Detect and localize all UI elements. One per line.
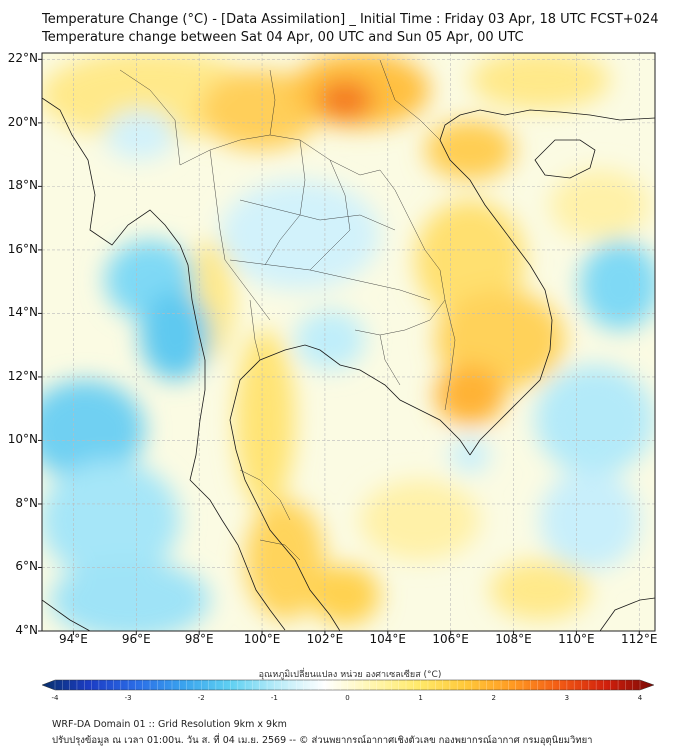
lat-label: 10°N <box>7 432 38 447</box>
lon-label: 110°E <box>558 632 595 646</box>
axis-ticks <box>38 58 640 635</box>
colorbar-tick-label: 0 <box>345 694 350 702</box>
lat-label: 16°N <box>7 241 38 256</box>
map-frame <box>41 52 656 632</box>
lon-label: 106°E <box>432 632 469 646</box>
map-gridlines <box>42 53 655 631</box>
lon-label: 100°E <box>243 632 281 646</box>
lon-label: 104°E <box>369 632 407 646</box>
colorbar-tick-label: -1 <box>270 694 278 702</box>
footer-credit: ปรับปรุงข้อมูล ณ เวลา 01:00น. วัน ส. ที่… <box>52 735 593 746</box>
colorbar-divisions <box>54 680 641 690</box>
admin-borders <box>119 59 456 561</box>
lat-label: 22°N <box>7 51 38 66</box>
chart-subtitle: Temperature change between Sat 04 Apr, 0… <box>42 30 524 45</box>
lon-label: 98°E <box>184 632 214 646</box>
lon-label: 112°E <box>621 632 658 646</box>
lat-label: 12°N <box>7 368 38 383</box>
lat-label: 8°N <box>15 495 38 510</box>
temperature-field <box>42 53 655 631</box>
lon-label: 96°E <box>121 632 151 646</box>
colorbar <box>41 679 655 691</box>
lat-label: 20°N <box>7 114 38 129</box>
footer-model-info: WRF-DA Domain 01 :: Grid Resolution 9km … <box>52 719 287 730</box>
coastlines <box>42 97 655 631</box>
lat-label: 6°N <box>15 559 38 574</box>
colorbar-tick-label: -4 <box>51 694 59 702</box>
colorbar-tick-label: 3 <box>564 694 570 702</box>
colorbar-scale <box>41 679 655 691</box>
lat-label: 18°N <box>7 178 38 193</box>
chart-title: Temperature Change (°C) - [Data Assimila… <box>42 12 659 27</box>
colorbar-title: อุณหภูมิเปลี่ยนแปลง หน่วย องศาเซลเซียส (… <box>258 670 442 680</box>
colorbar-tick-label: 4 <box>637 694 643 702</box>
lon-label: 94°E <box>58 632 88 646</box>
colorbar-tick-label: -2 <box>197 694 205 702</box>
lat-label: 4°N <box>15 623 38 637</box>
lon-label: 102°E <box>306 632 344 646</box>
lon-label: 108°E <box>495 632 532 646</box>
colorbar-tick-label: -3 <box>124 694 132 702</box>
lat-label: 14°N <box>7 305 38 320</box>
colorbar-tick-label: 2 <box>491 694 496 702</box>
colorbar-tick-label: 1 <box>418 694 423 702</box>
